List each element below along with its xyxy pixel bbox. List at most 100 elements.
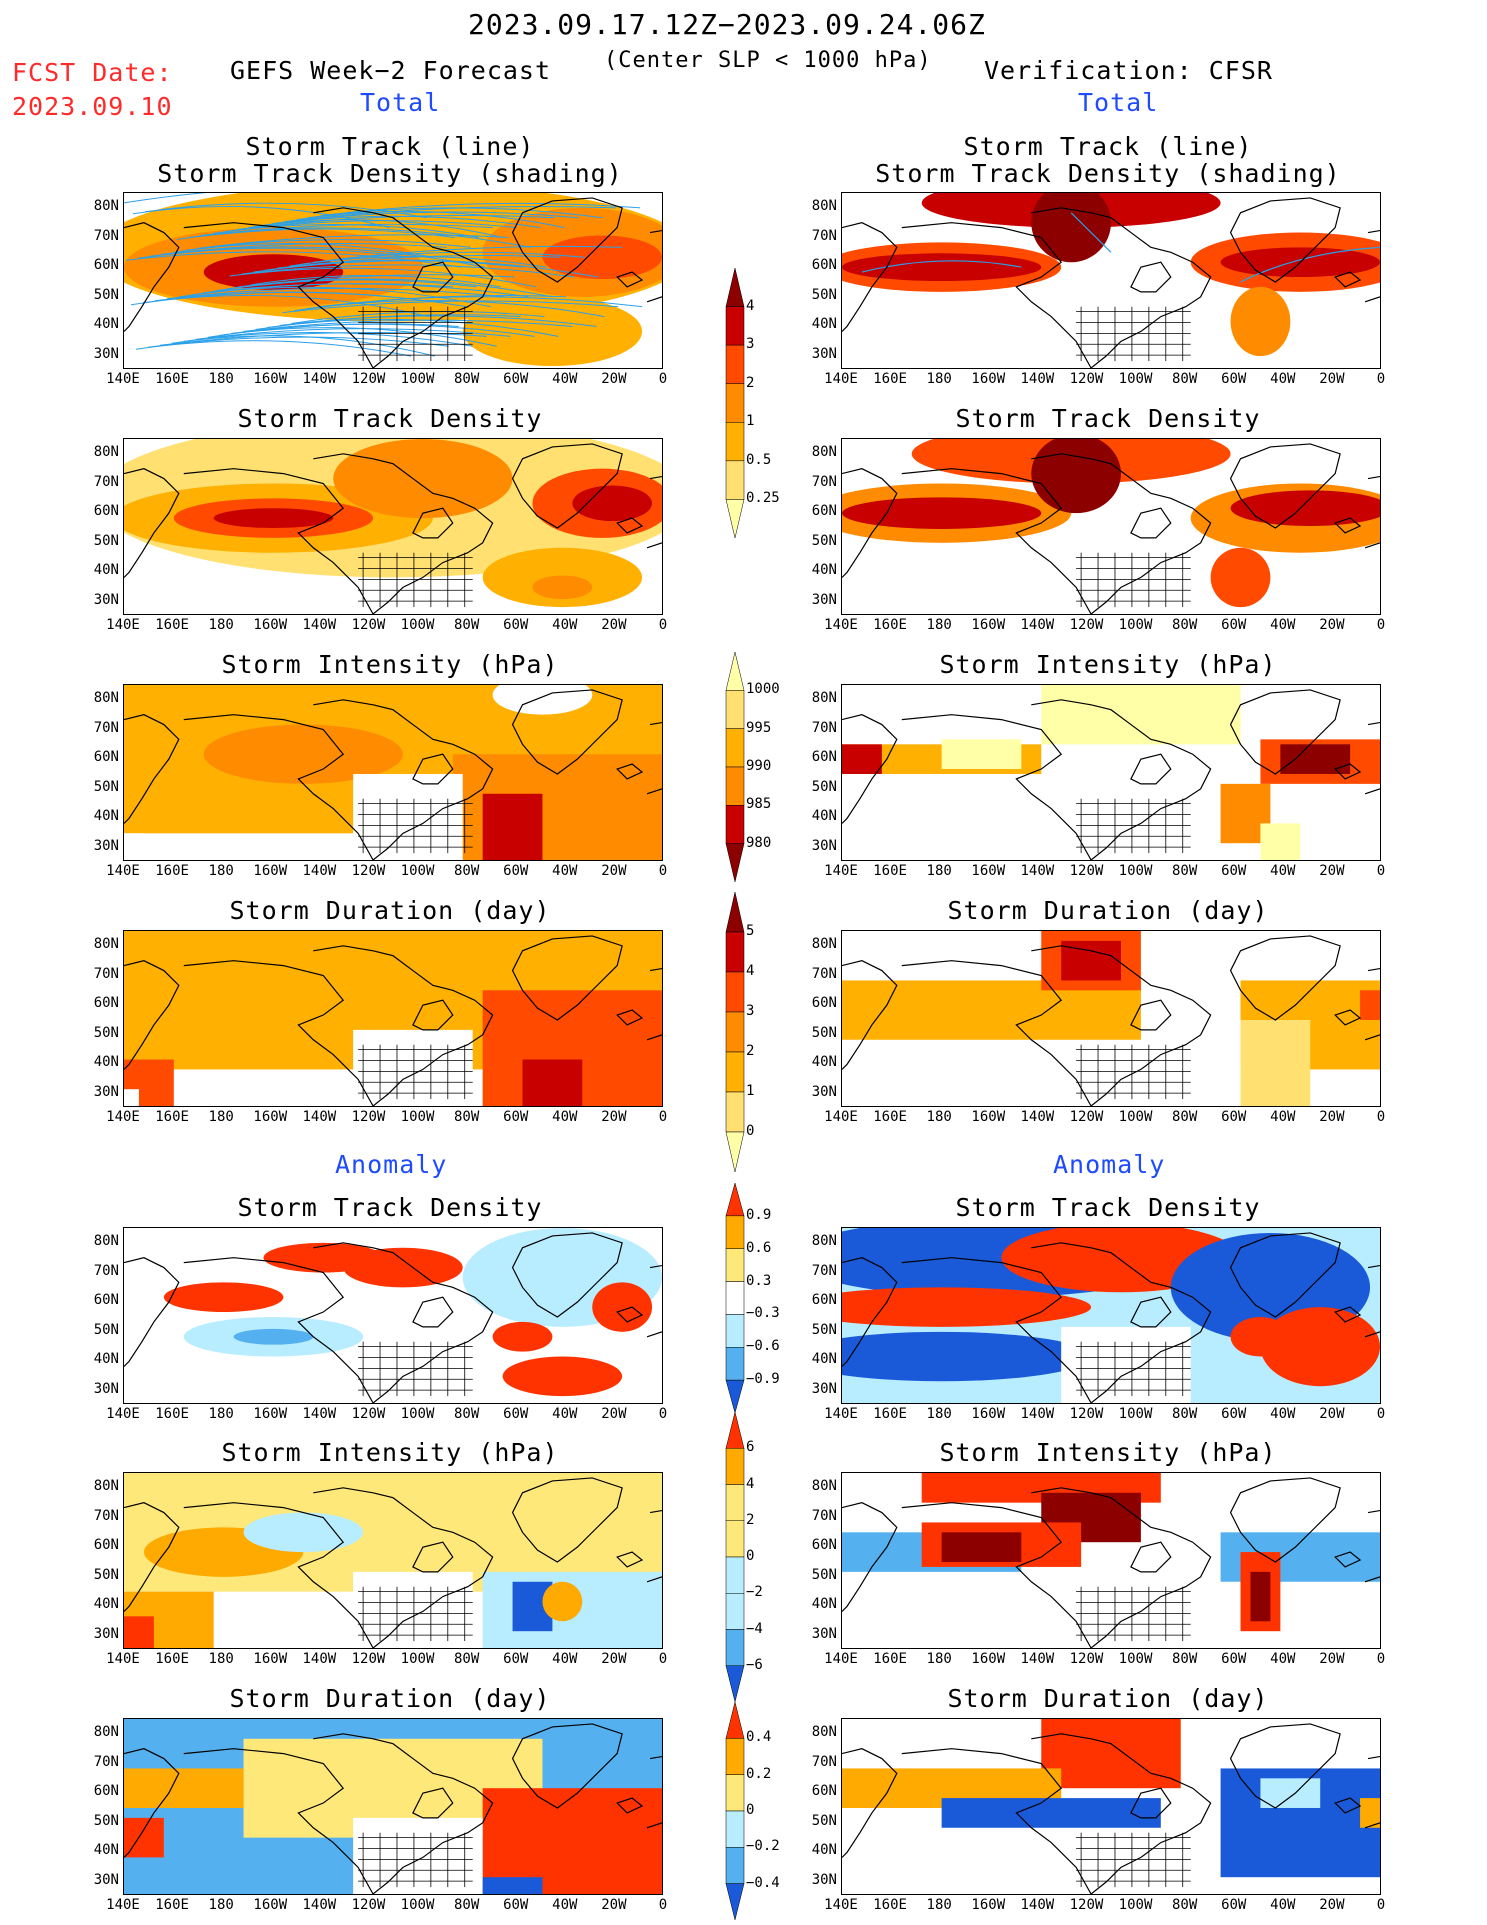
x-tick-label: 140E: [824, 1109, 858, 1125]
x-tick-label: 120W: [351, 1109, 386, 1125]
colorbar-segment: [725, 1248, 745, 1282]
x-tick-label: 180: [208, 617, 234, 633]
colorbar-label: 0.5: [746, 451, 772, 468]
colorbar-label: 0.25: [746, 490, 780, 507]
x-tick-label: 140E: [824, 1406, 858, 1422]
x-tick-label: 160W: [971, 1897, 1006, 1913]
x-tick-label: 140E: [106, 1406, 140, 1422]
x-tick-label: 160W: [253, 371, 288, 387]
x-tick-label: 100W: [400, 1109, 435, 1125]
x-tick-label: 140E: [824, 617, 858, 633]
colorbar-segment: [725, 690, 745, 729]
state-borders: [358, 552, 473, 608]
shaded-cell: [941, 1532, 1022, 1562]
shaded-cell: [124, 1768, 244, 1808]
x-tick-label: 20W: [601, 371, 627, 387]
shaded-region: [1031, 193, 1111, 263]
colorbar-label: −0.6: [746, 1338, 780, 1355]
panel-title: Storm Duration (day): [947, 1684, 1269, 1713]
y-tick-label: 40N: [811, 808, 837, 824]
y-tick-label: 40N: [811, 562, 837, 578]
panel-title: Storm Intensity (hPa): [939, 650, 1277, 679]
colorbar-label: −0.3: [746, 1305, 780, 1322]
coastline: [842, 935, 1380, 1106]
x-tick-label: 40W: [552, 1109, 578, 1125]
colorbar-label: −0.2: [746, 1838, 780, 1855]
x-tick-label: 140W: [1020, 617, 1055, 633]
x-tick-label: 40W: [1270, 617, 1296, 633]
x-tick-label: 80W: [1171, 1406, 1198, 1422]
x-tick-label: 100W: [1118, 1109, 1153, 1125]
y-tick-label: 80N: [93, 1233, 119, 1249]
colorbar-segment: [725, 1448, 745, 1485]
colorbar-label: 0.3: [746, 1272, 772, 1289]
colorbar-label: 0.6: [746, 1239, 772, 1256]
colorbar-segment: [725, 1701, 745, 1739]
y-tick-label: 60N: [93, 1292, 119, 1308]
colorbar-label: −4: [746, 1620, 763, 1637]
shaded-cell: [353, 1029, 473, 1106]
shaded-region: [163, 1282, 284, 1313]
colorbar-label: 5: [746, 923, 755, 939]
y-tick-label: 50N: [811, 532, 837, 549]
shaded-region: [343, 1247, 463, 1288]
panel-title: Storm Track Density: [955, 1193, 1261, 1222]
shaded-cell: [1041, 1719, 1181, 1789]
x-tick-label: 120W: [351, 1651, 386, 1667]
map-panel: [123, 930, 663, 1107]
x-tick-label: 0: [1376, 1897, 1386, 1913]
x-tick-label: 160W: [253, 617, 288, 633]
panel-title: Storm Track Density: [237, 404, 543, 433]
x-tick-label: 60W: [1221, 863, 1247, 879]
x-tick-label: 160E: [873, 1651, 907, 1667]
colorbar-segment: [725, 1665, 745, 1703]
y-tick-label: 50N: [93, 532, 119, 549]
y-tick-label: 40N: [93, 562, 119, 578]
x-tick-label: 20W: [1319, 1109, 1345, 1125]
x-tick-label: 100W: [400, 1897, 435, 1913]
colorbar-label: 1000: [746, 681, 780, 698]
panel-title: Storm Track (line) Storm Track Density (s…: [875, 132, 1341, 188]
x-tick-label: 100W: [1118, 371, 1153, 387]
y-tick-label: 50N: [811, 286, 837, 303]
x-tick-label: 120W: [1069, 1406, 1104, 1422]
colorbar-segment: [725, 344, 745, 384]
x-tick-label: 100W: [400, 371, 435, 387]
shaded-region: [502, 1356, 623, 1397]
x-tick-label: 100W: [400, 1406, 435, 1422]
map-panel: [841, 192, 1381, 369]
x-tick-label: 180: [926, 1109, 952, 1125]
x-tick-label: 120W: [351, 617, 386, 633]
colorbar-label: 4: [746, 963, 755, 979]
x-tick-label: 140E: [824, 1651, 858, 1667]
state-borders: [358, 1586, 473, 1642]
x-tick-label: 20W: [601, 617, 627, 633]
x-tick-label: 180: [208, 863, 234, 879]
x-tick-label: 0: [1376, 1109, 1386, 1125]
x-tick-label: 40W: [1270, 1897, 1296, 1913]
y-tick-label: 60N: [811, 995, 837, 1011]
coastline: [124, 935, 662, 1106]
y-tick-label: 50N: [811, 1566, 837, 1583]
colorbar-label: 0: [746, 1802, 755, 1818]
panel-title: Storm Duration (day): [229, 896, 551, 925]
x-tick-label: 0: [658, 1897, 668, 1913]
state-borders: [1076, 1044, 1191, 1100]
shaded-region: [203, 724, 403, 784]
shaded-cell: [941, 739, 1022, 770]
x-tick-label: 140W: [302, 1406, 337, 1422]
y-tick-label: 30N: [93, 1083, 119, 1100]
panel-title: Storm Duration (day): [229, 1684, 551, 1713]
x-tick-label: 100W: [1118, 863, 1153, 879]
y-tick-label: 80N: [93, 936, 119, 952]
colorbar-segment: [725, 766, 745, 806]
y-tick-label: 30N: [93, 1380, 119, 1397]
colorbar-segment: [725, 1011, 745, 1053]
x-tick-label: 120W: [351, 863, 386, 879]
y-tick-label: 80N: [93, 444, 119, 460]
colorbar-segment: [725, 971, 745, 1013]
x-tick-label: 20W: [1319, 1897, 1345, 1913]
x-tick-label: 120W: [1069, 1897, 1104, 1913]
colorbar-label: 0.9: [746, 1206, 772, 1223]
x-tick-label: 160W: [971, 1406, 1006, 1422]
